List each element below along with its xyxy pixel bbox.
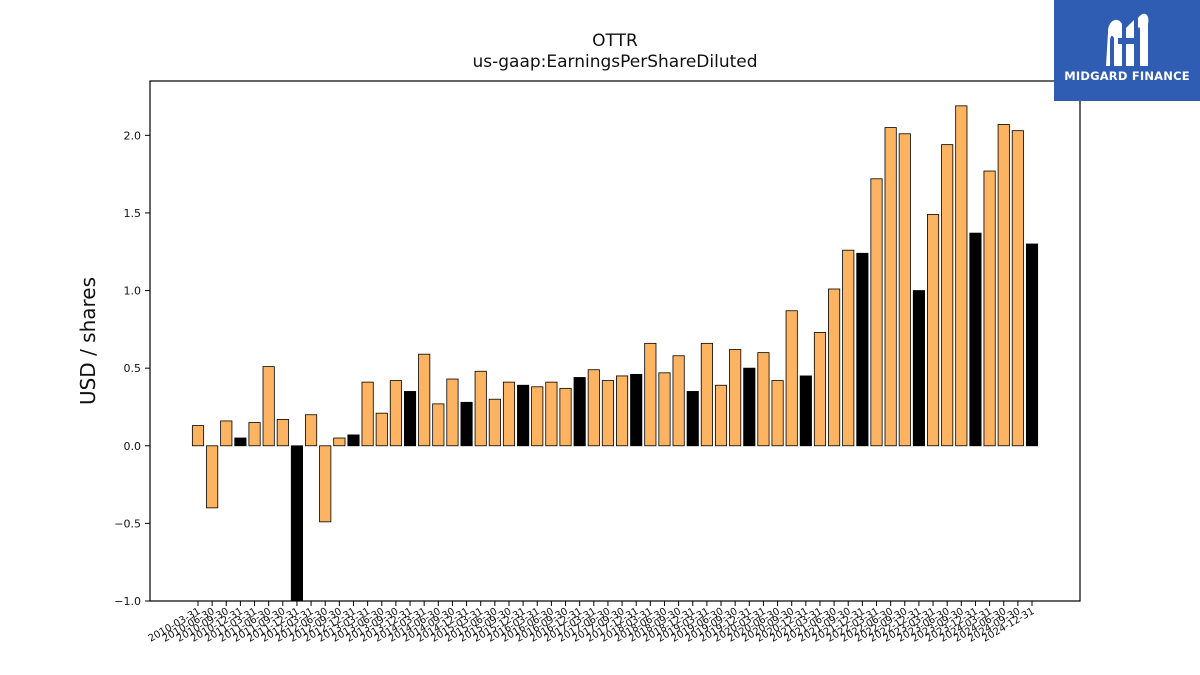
bar-2011-09-30: [276, 418, 289, 447]
bar-2019-09-30: [729, 349, 742, 447]
bar-2014-09-30: [446, 378, 459, 447]
bar-2013-06-30: [375, 412, 388, 447]
bar-2023-03-31: [927, 214, 940, 447]
bar-2024-12-31: [1025, 243, 1039, 447]
y-tick-label: −0.5: [114, 517, 141, 530]
bar-2011-03-31: [248, 422, 261, 447]
bar-2013-12-31: [403, 391, 417, 447]
bar-2021-12-31: [856, 252, 869, 447]
bar-2015-03-31: [474, 370, 487, 447]
bar-2015-12-31: [517, 384, 530, 447]
bar-2018-06-30: [658, 372, 671, 447]
bar-2011-12-31: [290, 445, 304, 602]
bar-2015-06-30: [488, 398, 501, 447]
bar-2010-03-31: [191, 425, 205, 447]
bar-2020-03-31: [757, 352, 770, 447]
bar-2016-03-31: [531, 386, 544, 447]
bar-2024-09-30: [1011, 130, 1024, 447]
bar-2018-03-31: [644, 342, 657, 447]
y-tick-label: 0.0: [124, 440, 142, 453]
bar-2011-06-30: [262, 366, 275, 447]
bar-2014-03-31: [418, 353, 431, 447]
bar-2016-06-30: [545, 381, 558, 447]
y-tick-label: 0.5: [124, 362, 142, 375]
bar-2016-09-30: [559, 387, 572, 447]
bar-2017-06-30: [601, 380, 614, 447]
bar-2017-03-31: [587, 369, 600, 447]
bar-2014-06-30: [432, 403, 445, 447]
bar-2020-06-30: [771, 380, 784, 447]
bar-2023-06-30: [941, 144, 954, 447]
y-tick-label: 1.5: [124, 207, 142, 220]
bar-2021-03-31: [813, 332, 827, 447]
bar-2014-12-31: [460, 401, 473, 447]
bar-2023-12-31: [969, 232, 982, 447]
bar-2012-09-30: [333, 437, 346, 447]
bar-2022-09-30: [898, 133, 911, 447]
bar-2022-12-31: [912, 290, 925, 447]
bar-2018-09-30: [672, 355, 685, 447]
bar-2015-09-30: [502, 381, 516, 447]
brand-mark-icon: [1106, 13, 1149, 67]
bar-2024-06-30: [997, 124, 1010, 447]
plot-frame: [149, 80, 1081, 602]
bar-2010-12-31: [234, 437, 247, 447]
bar-2020-12-31: [799, 375, 812, 447]
bar-2024-03-31: [983, 170, 996, 447]
bar-2019-06-30: [714, 384, 728, 447]
bar-2012-03-31: [305, 414, 318, 447]
x-axis: 2010-03-312010-06-302010-09-302010-12-31…: [147, 601, 1037, 645]
bar-2021-09-30: [842, 249, 855, 447]
bar-2017-09-30: [616, 375, 629, 447]
y-axis: −1.0 −0.5 0.0 0.5 1.0 1.5 2.0: [114, 129, 150, 608]
bar-2013-03-31: [361, 381, 374, 447]
chart-title-block: OTTR us-gaap:EarningsPerShareDiluted: [150, 31, 1080, 73]
bar-2012-12-31: [347, 434, 360, 447]
chart-title: OTTR: [592, 31, 638, 51]
bar-2019-12-31: [743, 367, 756, 447]
brand-name: MIDGARD FINANCE: [1064, 69, 1190, 83]
bar-2018-12-31: [686, 391, 699, 447]
bar-2017-12-31: [630, 373, 643, 447]
bar-2022-03-31: [870, 178, 883, 447]
bar-2023-09-30: [955, 105, 968, 447]
bar-2021-06-30: [828, 288, 841, 447]
bar-2010-09-30: [220, 420, 233, 447]
bar-2020-09-30: [785, 310, 798, 447]
bar-2010-06-30: [206, 445, 219, 509]
y-tick-label: 2.0: [124, 129, 142, 142]
y-tick-label: −1.0: [114, 595, 141, 608]
bar-2012-06-30: [319, 445, 332, 523]
bar-2016-12-31: [573, 377, 586, 447]
y-tick-label: 1.0: [124, 285, 142, 298]
brand-logo: MIDGARD FINANCE: [1054, 0, 1200, 101]
bars-layer: [191, 105, 1039, 602]
chart-subtitle: us-gaap:EarningsPerShareDiluted: [472, 52, 758, 72]
bar-2022-06-30: [884, 127, 897, 447]
bar-2013-09-30: [389, 380, 402, 447]
bar-2019-03-31: [700, 342, 713, 447]
